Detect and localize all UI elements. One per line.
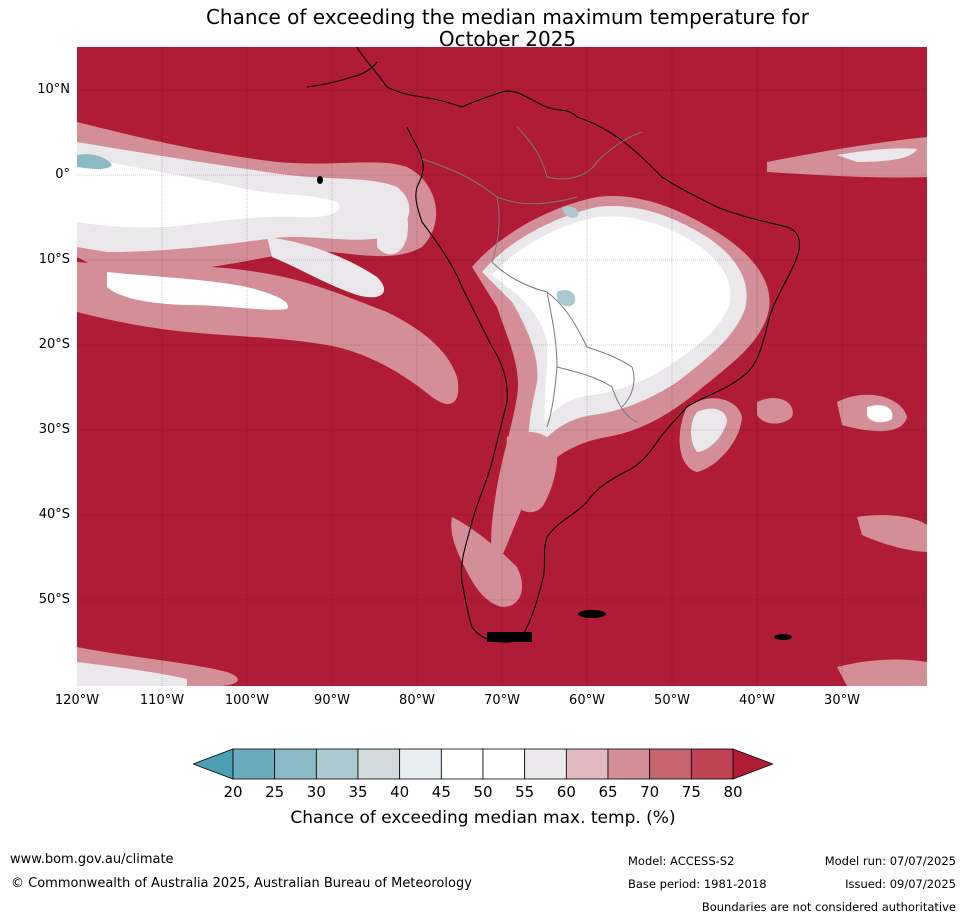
country-borders	[421, 126, 643, 428]
southeast-corner-band	[837, 659, 927, 686]
lat-label-10s: 10°S	[38, 252, 70, 267]
colorbar-arrow-high	[732, 748, 773, 780]
colorbar-tick-label: 80	[723, 783, 743, 801]
colorbar-swatch	[274, 748, 317, 780]
colorbar-label: Chance of exceeding median max. temp. (%…	[290, 808, 676, 828]
lon-label-50w: 50°W	[654, 693, 690, 708]
footer-model-run: Model run: 07/07/2025	[824, 854, 956, 868]
colorbar-tick-label: 40	[390, 783, 410, 801]
colorbar-tick-label: 30	[306, 783, 326, 801]
colorbar-tick-label: 50	[473, 783, 493, 801]
footer-issued: Issued: 09/07/2025	[845, 877, 956, 891]
footer-url: www.bom.gov.au/climate	[10, 852, 174, 867]
south-band-inner	[107, 272, 288, 310]
brazil-cool-spot-2	[562, 206, 579, 218]
probability-map	[77, 47, 927, 686]
tierra-del-fuego	[487, 632, 532, 642]
lat-label-20s: 20°S	[38, 337, 70, 352]
graticule	[77, 47, 927, 686]
map-title: Chance of exceeding the median maximum t…	[0, 6, 965, 50]
colorbar-swatch	[399, 748, 442, 780]
colorbar-tick-label: 60	[556, 783, 576, 801]
colorbar-arrow-low	[193, 748, 234, 780]
coastlines	[306, 47, 801, 643]
brazil-inner	[492, 216, 731, 422]
colorbar-tick-label: 70	[640, 783, 660, 801]
galapagos	[317, 176, 323, 184]
lon-label-30w: 30°W	[824, 693, 860, 708]
colorbar-swatch	[690, 748, 734, 780]
falkland-islands	[578, 610, 606, 618]
peru-coast-band	[377, 187, 408, 255]
colorbar-tick-label: 25	[265, 783, 285, 801]
diagonal-band	[267, 237, 385, 298]
lat-label-0: 0°	[55, 167, 70, 182]
brazil-cool-spot-1	[557, 290, 576, 307]
lon-label-100w: 100°W	[224, 693, 270, 708]
probability-bands	[77, 122, 927, 686]
colorbar-swatch	[482, 748, 526, 780]
cold-spot-west	[77, 154, 112, 169]
south-georgia	[774, 634, 792, 640]
atlantic-spot-2	[757, 397, 793, 424]
colorbar-tick-label: 20	[223, 783, 243, 801]
colorbar-swatch	[649, 748, 692, 780]
south-america-coastline	[356, 47, 801, 643]
footer-copyright: © Commonwealth of Australia 2025, Austra…	[11, 876, 472, 891]
central-america-coastline	[306, 61, 378, 88]
lon-label-80w: 80°W	[399, 693, 435, 708]
footer-base-period: Base period: 1981-2018	[628, 877, 767, 891]
colorbar-tick-label: 35	[348, 783, 368, 801]
footer-disclaimer: Boundaries are not considered authoritat…	[701, 900, 956, 914]
colorbar-swatch	[607, 748, 651, 780]
colorbar-tick-label: 65	[598, 783, 618, 801]
map-graphic	[77, 47, 927, 686]
lon-label-110w: 110°W	[139, 693, 185, 708]
colorbar-tick-label: 45	[431, 783, 451, 801]
title-line-1: Chance of exceeding the median maximum t…	[205, 5, 810, 29]
southwest-band-inner	[77, 662, 187, 686]
lon-label-120w: 120°W	[54, 693, 100, 708]
lon-label-60w: 60°W	[569, 693, 605, 708]
colorbar	[193, 748, 773, 780]
argentina-band	[506, 431, 558, 513]
lat-label-50s: 50°S	[38, 592, 70, 607]
equatorial-band-inner	[77, 157, 340, 228]
colorbar-tick-label: 75	[681, 783, 701, 801]
lon-label-90w: 90°W	[314, 693, 350, 708]
lon-label-40w: 40°W	[739, 693, 775, 708]
colorbar-swatch	[440, 748, 484, 780]
southeast-band	[857, 514, 927, 552]
patagonia-band	[451, 517, 522, 607]
lat-label-40s: 40°S	[38, 507, 70, 522]
atlantic-band-north-inner	[837, 148, 917, 162]
colorbar-tick-label: 55	[515, 783, 535, 801]
title-line-2: October 2025	[438, 27, 577, 51]
lat-label-30s: 30°S	[38, 422, 70, 437]
colorbar-swatch	[565, 748, 609, 780]
atlantic-spot-1-inner	[691, 408, 727, 452]
lon-label-70w: 70°W	[484, 693, 520, 708]
islands	[317, 176, 792, 642]
atlantic-spot-3-inner	[867, 405, 893, 423]
colorbar-swatch	[357, 748, 401, 780]
colorbar-swatch	[315, 748, 359, 780]
colorbar-swatch	[524, 748, 567, 780]
lat-label-10n: 10°N	[37, 82, 70, 97]
colorbar-swatch	[232, 748, 276, 780]
footer-model: Model: ACCESS-S2	[628, 854, 735, 868]
